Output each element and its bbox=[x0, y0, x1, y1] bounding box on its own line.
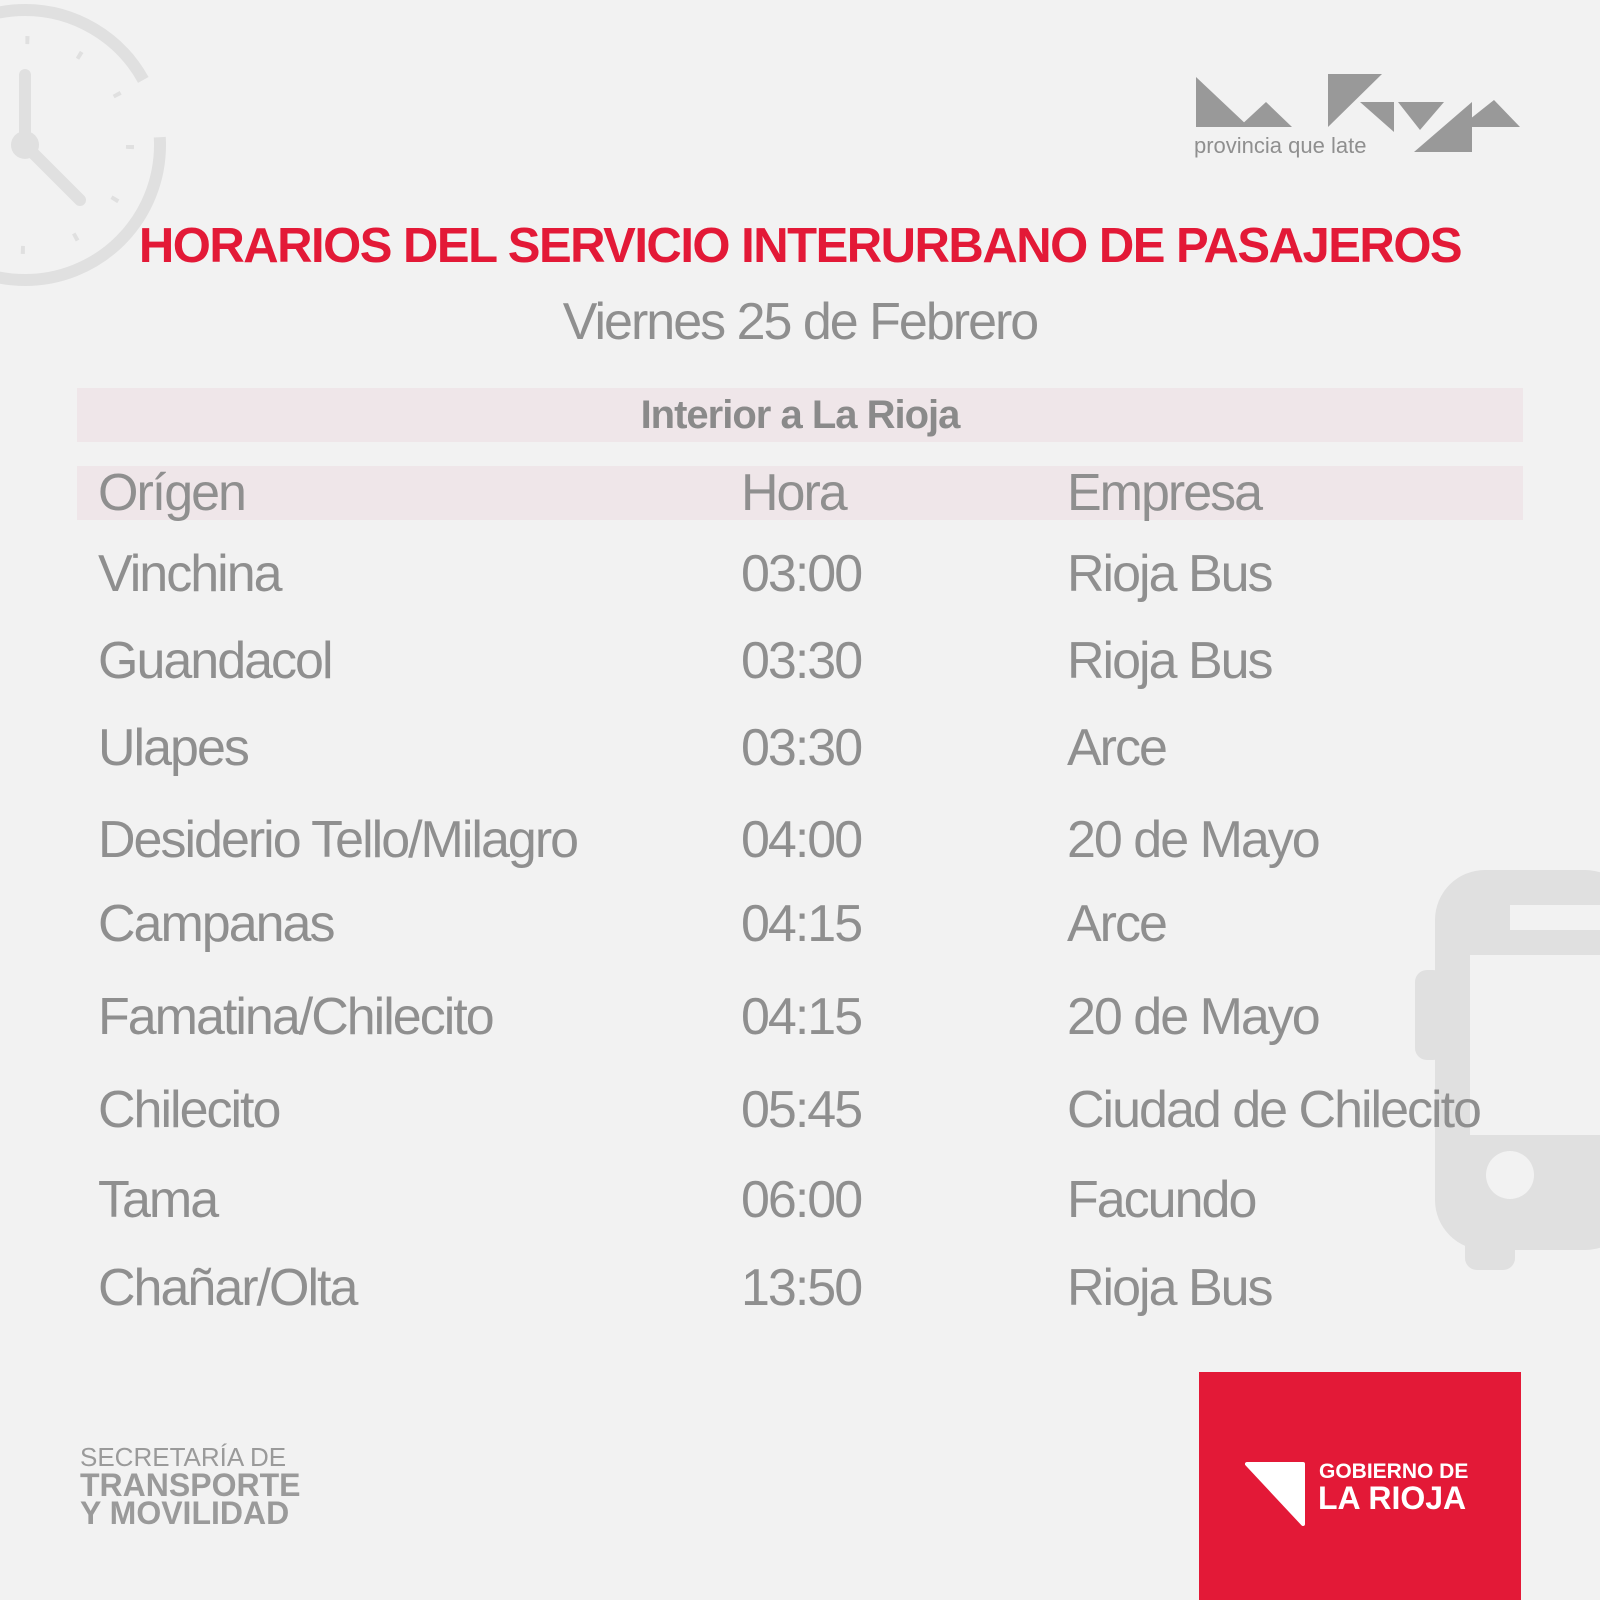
la-rioja-brand-logo bbox=[1196, 74, 1520, 152]
row-company: 20 de Mayo bbox=[1067, 811, 1321, 869]
row-company: Rioja Bus bbox=[1067, 1259, 1274, 1317]
row-origin: Famatina/Chilecito bbox=[98, 988, 495, 1046]
secretaria-line-1: SECRETARÍA DE bbox=[80, 1442, 287, 1472]
column-header-empresa: Empresa bbox=[1067, 464, 1263, 522]
table-header bbox=[77, 466, 1523, 520]
date-subtitle: Viernes 25 de Febrero bbox=[562, 293, 1039, 351]
section-heading: Interior a La Rioja bbox=[77, 388, 1523, 442]
row-company: Facundo bbox=[1067, 1171, 1257, 1229]
row-origin: Ulapes bbox=[98, 719, 250, 777]
secretaria-logo: SECRETARÍA DE TRANSPORTE Y MOVILIDAD bbox=[80, 1442, 301, 1531]
secretaria-line-3: Y MOVILIDAD bbox=[80, 1495, 290, 1531]
row-company: Rioja Bus bbox=[1067, 632, 1274, 690]
row-origin: Desiderio Tello/Milagro bbox=[98, 811, 579, 869]
row-origin: Guandacol bbox=[98, 632, 334, 690]
row-time: 04:15 bbox=[741, 895, 863, 953]
clock-icon bbox=[0, 4, 166, 286]
secretaria-line-2: TRANSPORTE bbox=[80, 1467, 301, 1503]
row-time: 05:45 bbox=[741, 1081, 863, 1139]
row-time: 13:50 bbox=[741, 1259, 863, 1317]
row-time: 04:15 bbox=[741, 988, 863, 1046]
gobierno-triangle-icon bbox=[1245, 1462, 1305, 1526]
gobierno-line-2: LA RIOJA bbox=[1318, 1480, 1467, 1516]
row-origin: Vinchina bbox=[98, 545, 283, 603]
row-time: 03:00 bbox=[741, 545, 863, 603]
logo-tagline: provincia que late bbox=[1194, 133, 1367, 158]
column-header-origen: Orígen bbox=[98, 464, 247, 522]
gobierno-line-1: GOBIERNO DE bbox=[1319, 1460, 1469, 1483]
row-company: Rioja Bus bbox=[1067, 545, 1274, 603]
row-origin: Campanas bbox=[98, 895, 335, 953]
row-time: 06:00 bbox=[741, 1171, 863, 1229]
row-origin: Chañar/Olta bbox=[98, 1259, 358, 1317]
row-time: 04:00 bbox=[741, 811, 863, 869]
row-company: Arce bbox=[1067, 895, 1168, 953]
row-origin: Chilecito bbox=[98, 1081, 281, 1139]
row-company: Arce bbox=[1067, 719, 1168, 777]
gobierno-la-rioja-logo: GOBIERNO DE LA RIOJA bbox=[1199, 1372, 1521, 1600]
row-time: 03:30 bbox=[741, 719, 863, 777]
row-origin: Tama bbox=[98, 1171, 219, 1229]
column-header-hora: Hora bbox=[741, 464, 848, 522]
row-company: 20 de Mayo bbox=[1067, 988, 1321, 1046]
page-title: HORARIOS DEL SERVICIO INTERURBANO DE PAS… bbox=[138, 219, 1463, 273]
bus-icon bbox=[1415, 870, 1600, 1270]
row-time: 03:30 bbox=[741, 632, 863, 690]
row-company: Ciudad de Chilecito bbox=[1067, 1081, 1482, 1139]
